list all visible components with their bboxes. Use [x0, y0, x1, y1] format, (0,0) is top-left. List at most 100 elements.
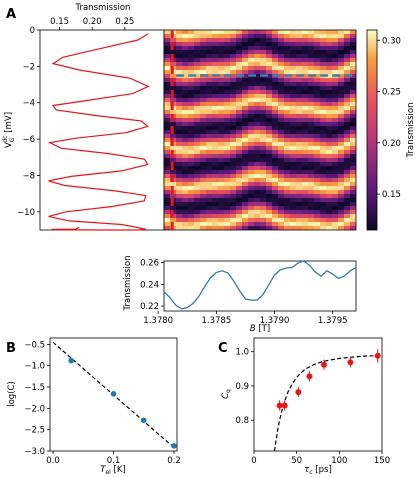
heatmap-cell [266, 214, 273, 219]
heatmap-cell [230, 182, 237, 187]
heatmap-cell [206, 166, 213, 171]
heatmap-cell [224, 102, 231, 107]
c-y-tick-label: 1.0 [235, 348, 249, 358]
heatmap-cell [296, 94, 303, 99]
heatmap-cell [332, 154, 339, 159]
heatmap-cell [284, 42, 291, 47]
heatmap-cell [278, 110, 285, 115]
heatmap-cell [236, 94, 243, 99]
heatmap-cell [164, 174, 171, 179]
heatmap-cell [242, 198, 249, 203]
heatmap-cell [224, 186, 231, 191]
heatmap-cell [260, 110, 267, 115]
heatmap-cell [260, 218, 267, 223]
heatmap-cell [188, 146, 195, 151]
heatmap-cell [224, 150, 231, 155]
heatmap-cell [230, 90, 237, 95]
heatmap-cell [296, 170, 303, 175]
heatmap-cell [290, 142, 297, 147]
heatmap-cell [224, 78, 231, 83]
heatmap-cell [314, 134, 321, 139]
heatmap-cell [164, 182, 171, 187]
heatmap-cell [332, 158, 339, 163]
heatmap-cell [254, 74, 261, 79]
heatmap-cell [290, 158, 297, 163]
heatmap-cell [272, 42, 279, 47]
heatmap-cell [182, 202, 189, 207]
heatmap-cell [242, 62, 249, 67]
heatmap-cell [284, 86, 291, 91]
heatmap-cell [194, 130, 201, 135]
heatmap-cell [212, 94, 219, 99]
heatmap-cell [308, 110, 315, 115]
heatmap-cell [218, 86, 225, 91]
heatmap-cell [242, 226, 249, 230]
heatmap-cell [320, 30, 327, 35]
heatmap-cell [188, 42, 195, 47]
heatmap-cell [236, 102, 243, 107]
heatmap-cell [296, 146, 303, 151]
heatmap-cell [254, 94, 261, 99]
heatmap-cell [200, 174, 207, 179]
transmission-heatmap [163, 29, 357, 231]
heatmap-cell [164, 118, 171, 123]
heatmap-cell [296, 110, 303, 115]
heatmap-cell [218, 82, 225, 87]
heatmap-cell [176, 34, 183, 39]
heatmap-cell [218, 150, 225, 155]
heatmap-cell [164, 198, 171, 203]
heatmap-cell [170, 146, 177, 151]
panel-label-c: C [218, 341, 228, 356]
heatmap-cell [332, 122, 339, 127]
heatmap-cell [332, 138, 339, 143]
heatmap-cell [326, 142, 333, 147]
heatmap-cell [320, 46, 327, 51]
heatmap-cell [332, 98, 339, 103]
heatmap-cell [278, 138, 285, 143]
heatmap-cell [230, 170, 237, 175]
heatmap-cell [248, 222, 255, 227]
heatmap-cell [350, 222, 356, 227]
heatmap-cell [344, 110, 351, 115]
heatmap-cell [200, 226, 207, 230]
heatmap-cell [254, 118, 261, 123]
heatmap-cell [314, 78, 321, 83]
heatmap-cell [344, 98, 351, 103]
heatmap-cell [182, 30, 189, 35]
heatmap-cell [260, 90, 267, 95]
heatmap-cell [206, 134, 213, 139]
heatmap-cell [218, 154, 225, 159]
heatmap-cell [248, 166, 255, 171]
heatmap-cell [344, 138, 351, 143]
heatmap-cell [344, 94, 351, 99]
heatmap-cell [344, 66, 351, 71]
heatmap-cell [206, 222, 213, 227]
heatmap-cell [278, 214, 285, 219]
heatmap-cell [254, 162, 261, 167]
heatmap-cell [344, 154, 351, 159]
heatmap-cell [206, 218, 213, 223]
heatmap-cell [290, 82, 297, 87]
heatmap-cell [308, 202, 315, 207]
colorbar-tick-label: 0.15 [382, 190, 401, 200]
heatmap-cell [272, 194, 279, 199]
heatmap-cell [206, 54, 213, 59]
heatmap-cell [320, 206, 327, 211]
heatmap-cell [320, 134, 327, 139]
heatmap-cell [344, 178, 351, 183]
heatmap-cell [242, 34, 249, 39]
heatmap-cell [296, 198, 303, 203]
heatmap-cell [230, 58, 237, 63]
heatmap-cell [164, 90, 171, 95]
heatmap-cell [164, 38, 171, 43]
heatmap-cell [272, 186, 279, 191]
heatmap-cell [248, 158, 255, 163]
heatmap-cell [296, 194, 303, 199]
heatmap-cell [230, 138, 237, 143]
heatmap-cell [278, 162, 285, 167]
a-left-y-tick-label: −6 [22, 135, 35, 145]
heatmap-cell [266, 190, 273, 195]
c-fit-curve [273, 354, 378, 452]
heatmap-cell [194, 186, 201, 191]
heatmap-cell [338, 66, 345, 71]
